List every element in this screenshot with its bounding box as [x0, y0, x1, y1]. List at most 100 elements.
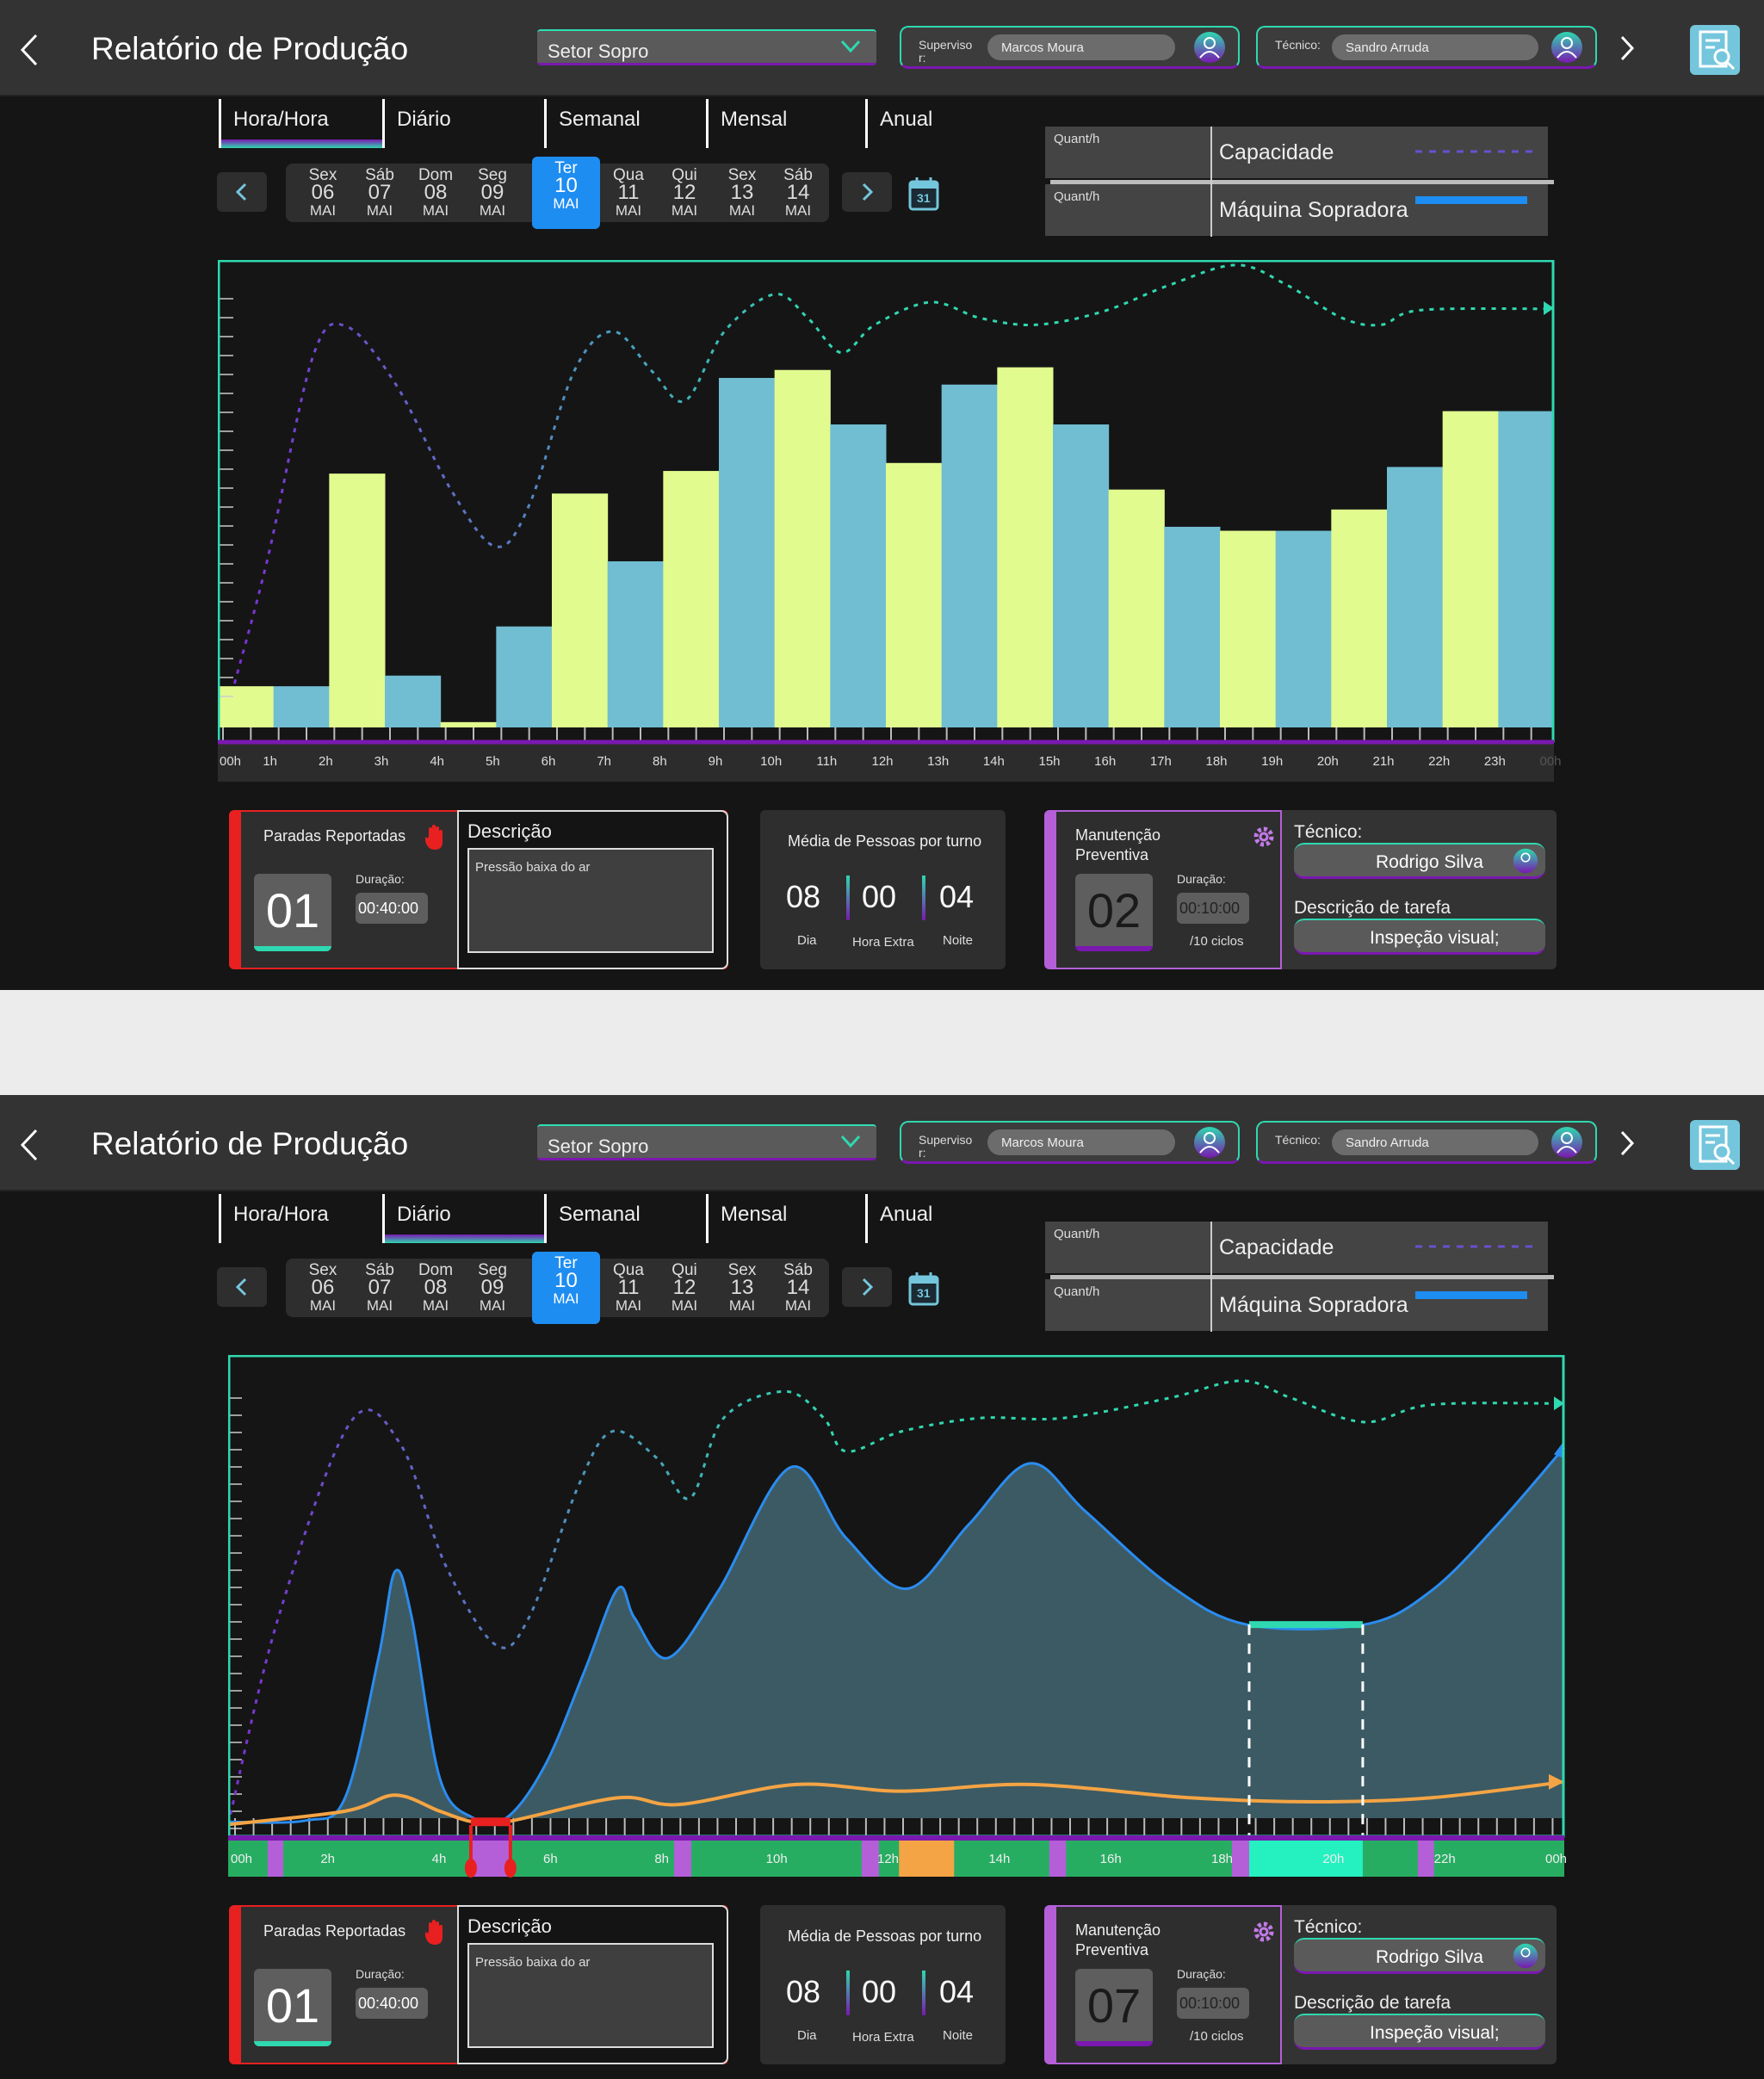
sector-value: Setor Sopro: [548, 1135, 649, 1157]
timeline-segment-maintenance: [267, 1841, 284, 1877]
maintenance-title: Manutenção Preventiva: [1075, 1921, 1161, 1958]
date-mon: MAI: [479, 202, 506, 219]
date-mon: MAI: [309, 1297, 337, 1314]
date-item[interactable]: Sáb 07 MAI: [354, 167, 405, 219]
report-search-icon[interactable]: [1689, 24, 1741, 76]
tab-diario[interactable]: Diário: [382, 1194, 544, 1243]
tab-anual[interactable]: Anual: [865, 1194, 994, 1243]
date-item[interactable]: Seg 09 MAI: [467, 167, 518, 219]
date-day: 08: [424, 181, 448, 204]
date-item[interactable]: Sáb 14 MAI: [772, 1262, 824, 1314]
separator: [846, 1971, 850, 2015]
date-item[interactable]: Dom 08 MAI: [410, 1262, 461, 1314]
date-mon: MAI: [615, 1297, 642, 1314]
tick-band: [228, 1818, 1564, 1837]
bar: [385, 675, 442, 727]
date-day: 11: [617, 1276, 640, 1299]
date-dow: Sáb: [365, 1261, 394, 1279]
description-title: Descrição: [467, 820, 552, 842]
timeline-segment-stop: [470, 1841, 511, 1877]
maintenance-card[interactable]: Manutenção Preventiva 02 Duração: 00:10:…: [1044, 810, 1557, 969]
maintenance-title: Manutenção Preventiva: [1075, 826, 1161, 863]
date-item[interactable]: Seg 09 MAI: [467, 1262, 518, 1314]
task-description-field[interactable]: Inspeção visual;: [1294, 919, 1545, 955]
maintenance-count-box: 07: [1075, 1969, 1153, 2046]
date-item[interactable]: Sex 06 MAI: [297, 1262, 349, 1314]
calendar-button[interactable]: 31: [908, 176, 939, 211]
maintenance-duration: 00:10:00: [1177, 1988, 1249, 2019]
date-item[interactable]: Sáb 07 MAI: [354, 1262, 405, 1314]
tab-semanal[interactable]: Semanal: [544, 1194, 706, 1243]
date-item-selected[interactable]: Ter 10 MAI: [532, 157, 600, 229]
date-item[interactable]: Sex 06 MAI: [297, 167, 349, 219]
date-item[interactable]: Sáb 14 MAI: [772, 167, 824, 219]
date-day: 14: [786, 1276, 810, 1299]
date-day: 14: [786, 181, 810, 204]
legend-unit: Quant/h: [1054, 189, 1100, 204]
shift-night-value: 04: [939, 1974, 975, 2009]
maintenance-tech-field[interactable]: Rodrigo Silva: [1294, 1938, 1545, 1974]
task-description-field[interactable]: Inspeção visual;: [1294, 2014, 1545, 2050]
date-item[interactable]: Sex 13 MAI: [716, 1262, 768, 1314]
stops-card[interactable]: Paradas Reportadas 01 Duração: 00:40:00 …: [229, 810, 728, 969]
maintenance-tech-label: Técnico:: [1294, 1917, 1363, 1937]
next-dates-button[interactable]: [842, 172, 892, 212]
x-tick-label: 1h: [263, 754, 277, 769]
production-line: [228, 1446, 1566, 1825]
production-arrow: [1554, 1440, 1564, 1458]
date-mon: MAI: [422, 202, 449, 219]
prev-dates-button[interactable]: [217, 172, 267, 212]
tab-mensal[interactable]: Mensal: [706, 1194, 865, 1243]
supervisor-field[interactable]: Supervisor: Marcos Moura: [900, 26, 1240, 69]
date-item[interactable]: Sex 13 MAI: [716, 167, 768, 219]
date-item[interactable]: Qua 11 MAI: [603, 1262, 654, 1314]
date-mon: MAI: [728, 202, 756, 219]
back-chevron-icon[interactable]: [19, 1128, 40, 1162]
legend-label: Máquina Sopradora: [1219, 1293, 1408, 1317]
description-textbox[interactable]: Pressão baixa do ar: [467, 1943, 714, 2048]
tab-diario[interactable]: Diário: [382, 99, 544, 148]
maintenance-tech-field[interactable]: Rodrigo Silva: [1294, 843, 1545, 879]
x-tick-label: 16h: [1100, 1852, 1122, 1866]
bar: [663, 471, 720, 727]
date-mon: MAI: [366, 202, 393, 219]
next-dates-button[interactable]: [842, 1267, 892, 1307]
tab-hora-hora[interactable]: Hora/Hora: [219, 1194, 382, 1243]
production-chart: 00h 1h 2h 3h 4h 5h 6h 7h 8h 9h 10h 11h 12h 13h 14h 15h 1…: [218, 260, 1562, 782]
x-tick-label: 12h: [871, 754, 893, 769]
back-chevron-icon[interactable]: [19, 33, 40, 67]
stops-title: Paradas Reportadas: [263, 827, 406, 845]
sector-dropdown[interactable]: Setor Sopro: [537, 29, 876, 65]
tab-semanal[interactable]: Semanal: [544, 99, 706, 148]
stops-card[interactable]: Paradas Reportadas 01 Duração: 00:40:00 …: [229, 1905, 728, 2064]
maintenance-tech-value: Rodrigo Silva: [1376, 1947, 1483, 1967]
sector-dropdown[interactable]: Setor Sopro: [537, 1124, 876, 1160]
date-item[interactable]: Qua 11 MAI: [603, 167, 654, 219]
technician-field[interactable]: Técnico: Sandro Arruda: [1256, 1121, 1597, 1164]
calendar-button[interactable]: 31: [908, 1272, 939, 1306]
date-item[interactable]: Qui 12 MAI: [659, 1262, 710, 1314]
maintenance-card[interactable]: Manutenção Preventiva 07 Duração: 00:10:…: [1044, 1905, 1557, 2064]
date-item[interactable]: Qui 12 MAI: [659, 167, 710, 219]
next-chevron-icon[interactable]: [1619, 34, 1636, 62]
x-tick-label: 4h: [430, 754, 444, 769]
supervisor-field[interactable]: Supervisor: Marcos Moura: [900, 1121, 1240, 1164]
calendar-day: 31: [917, 1286, 931, 1300]
technician-field[interactable]: Técnico: Sandro Arruda: [1256, 26, 1597, 69]
legend-vertical-divider: [1210, 127, 1212, 237]
x-tick-label: 00h: [1539, 754, 1561, 769]
description-textbox[interactable]: Pressão baixa do ar: [467, 848, 714, 953]
tab-anual[interactable]: Anual: [865, 99, 994, 148]
report-search-icon[interactable]: [1689, 1119, 1741, 1171]
tab-hora-hora[interactable]: Hora/Hora: [219, 99, 382, 148]
tab-mensal[interactable]: Mensal: [706, 99, 865, 148]
maintenance-cycles: /10 ciclos: [1190, 934, 1244, 949]
x-tick-label: 16h: [1094, 754, 1116, 769]
date-item-selected[interactable]: Ter 10 MAI: [532, 1252, 600, 1324]
next-chevron-icon[interactable]: [1619, 1129, 1636, 1157]
legend-unit: Quant/h: [1054, 132, 1100, 146]
prev-dates-button[interactable]: [217, 1267, 267, 1307]
date-item[interactable]: Dom 08 MAI: [410, 167, 461, 219]
stops-count: 01: [265, 1978, 320, 2033]
tab-label: Diário: [397, 1203, 451, 1226]
